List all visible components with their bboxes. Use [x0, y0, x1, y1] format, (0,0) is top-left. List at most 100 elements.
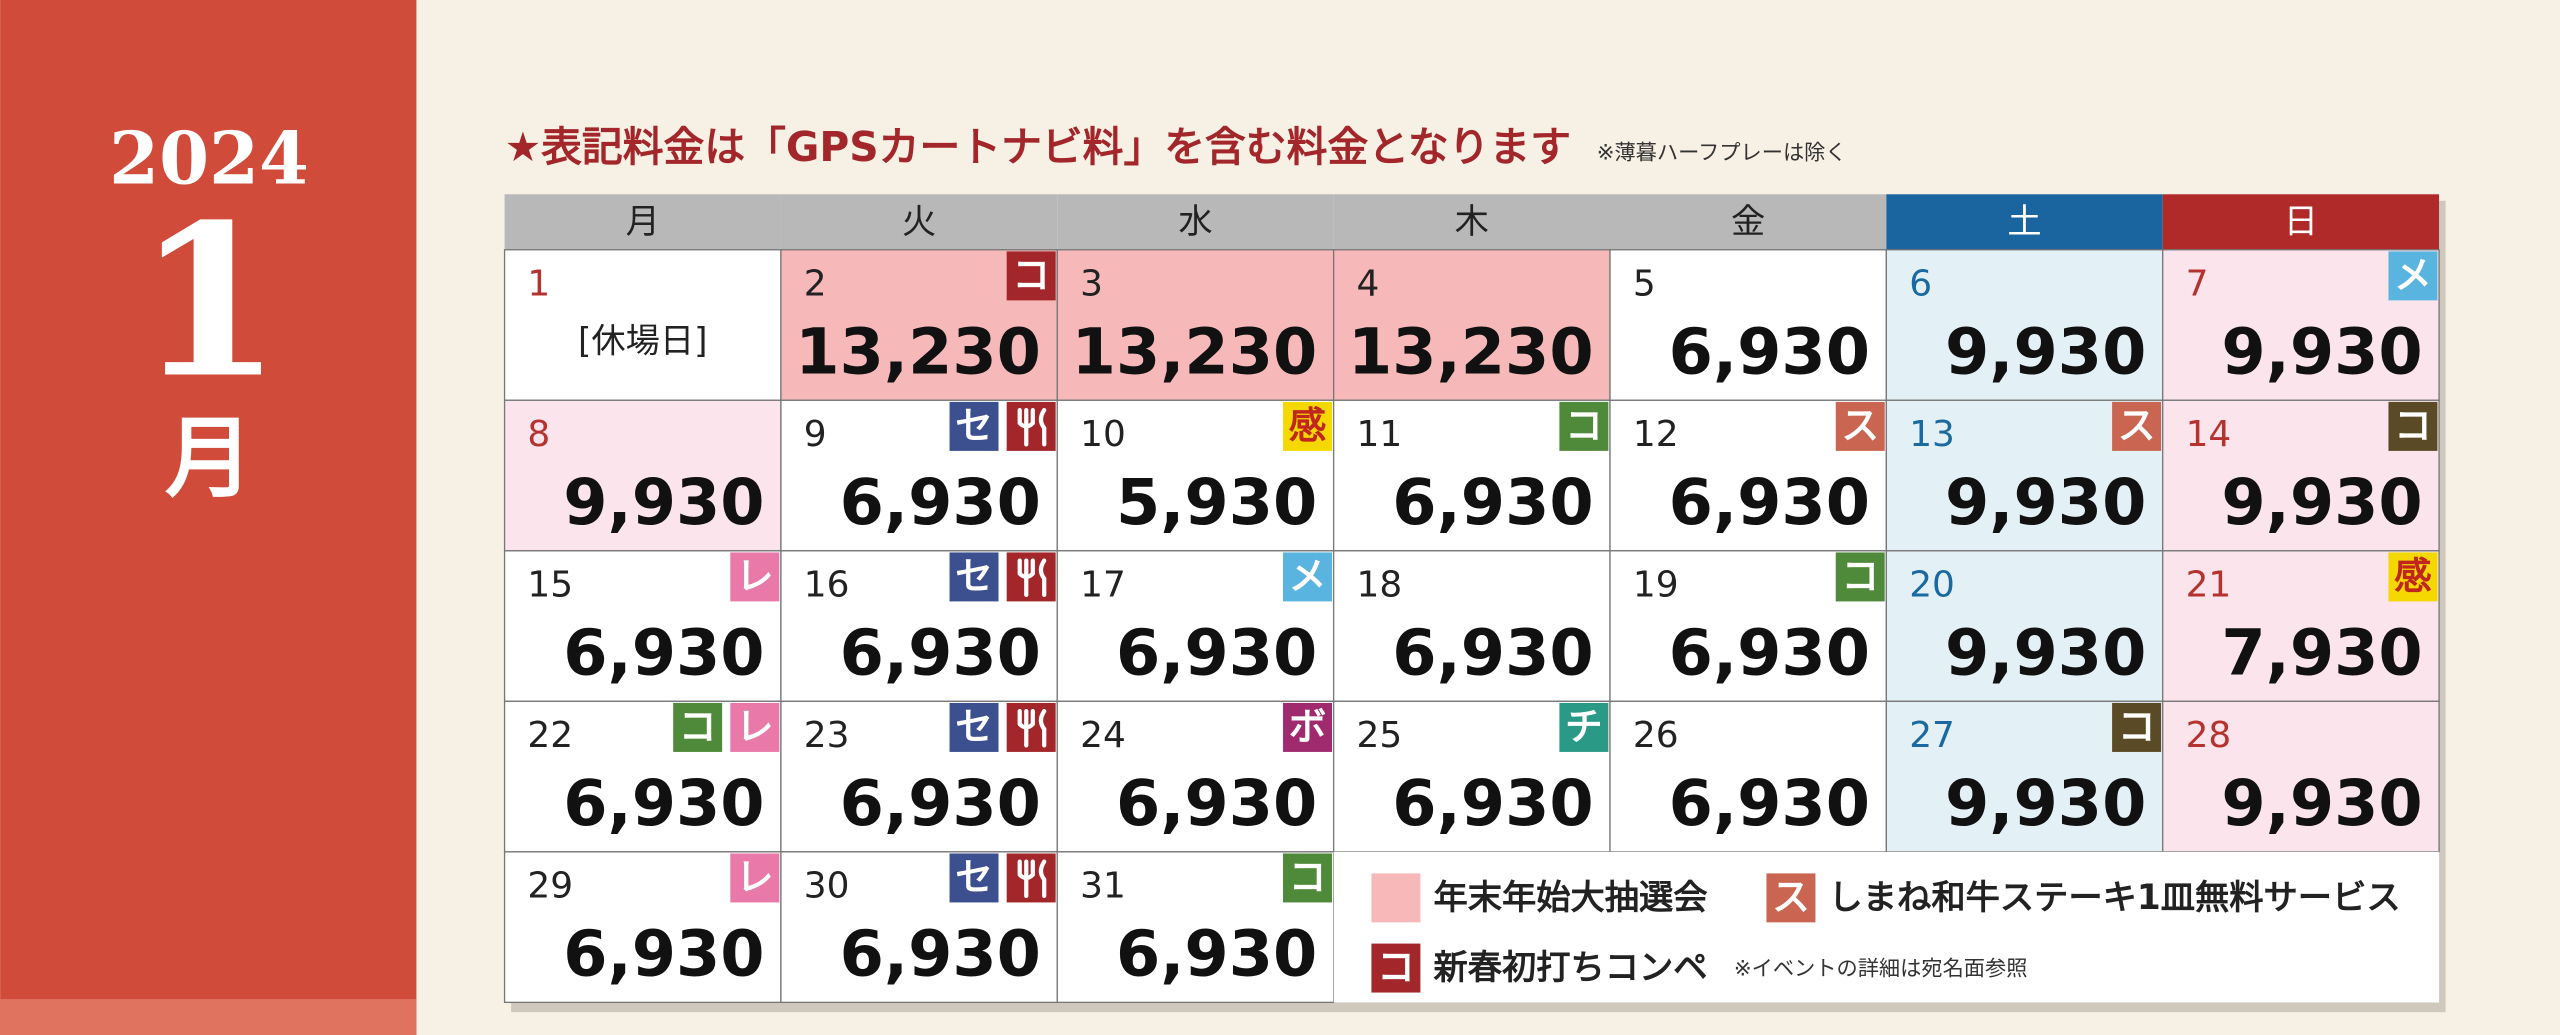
- legend-badge: ス: [1772, 875, 1810, 919]
- day-number: 27: [1909, 715, 1955, 756]
- weekday-label: 木: [1455, 202, 1489, 242]
- day-number: 10: [1080, 414, 1126, 455]
- event-badge-label: ス: [2118, 404, 2156, 448]
- event-badge-label: コ: [2394, 404, 2432, 448]
- legend-badge: コ: [1377, 945, 1415, 989]
- fork-icon: [1017, 708, 1047, 748]
- day-number: 16: [804, 565, 850, 606]
- weekday-header: [2162, 194, 2440, 250]
- day-number: 14: [2186, 414, 2232, 455]
- legend-label: 年末年始大抽選会: [1433, 878, 1708, 918]
- day-number: 29: [527, 866, 573, 907]
- day-number: 15: [527, 565, 573, 606]
- event-badge: [1283, 853, 1333, 903]
- day-number: 3: [1080, 264, 1103, 305]
- day-number: 12: [1633, 414, 1679, 455]
- price: 6,930: [1669, 466, 1870, 540]
- side-pattern: [0, 999, 417, 1035]
- knife: [1038, 859, 1047, 899]
- price: 9,930: [563, 466, 764, 540]
- event-badge-label: 感: [1289, 404, 1327, 448]
- price: 6,930: [1669, 767, 1870, 841]
- price: 9,930: [1945, 315, 2146, 389]
- weekday-label: 水: [1178, 202, 1212, 242]
- legend-swatch: [1766, 873, 1816, 923]
- event-badge: [1835, 552, 1885, 602]
- event-badge-label: レ: [736, 554, 774, 598]
- event-badge: [1835, 401, 1885, 451]
- day-number: 11: [1356, 414, 1402, 455]
- day-number: 13: [1909, 414, 1955, 455]
- price: 6,930: [1116, 918, 1317, 992]
- month: 1: [136, 179, 281, 424]
- calendar-grid: 月火水木金土日1[休場日]213,230コ 313,230413,23056,93…: [503, 194, 2440, 1004]
- price: 9,930: [1945, 466, 2146, 540]
- event-badge-label: セ: [955, 855, 993, 899]
- price: 6,930: [1392, 767, 1593, 841]
- event-badge: [1006, 251, 1056, 301]
- day-cell: [1332, 249, 1611, 401]
- fork: [1017, 407, 1035, 447]
- day-number: 4: [1356, 264, 1379, 305]
- day-number: 7: [2186, 264, 2209, 305]
- day-number: 20: [1909, 565, 1955, 606]
- day-number: 22: [527, 715, 573, 756]
- day-number: 25: [1356, 715, 1402, 756]
- month-suffix: 月: [165, 405, 253, 509]
- weekday-header: [1886, 194, 2163, 250]
- event-badge: [1283, 702, 1333, 752]
- event-badge-label: コ: [2118, 705, 2156, 749]
- event-badge-label: メ: [1289, 554, 1327, 598]
- legend-label: 新春初打ちコンペ: [1433, 948, 1707, 988]
- knife: [1038, 708, 1047, 748]
- day-cell: [1609, 700, 1888, 853]
- legend-swatch: [1371, 873, 1421, 923]
- event-badge: [2388, 251, 2438, 301]
- day-number: 26: [1633, 715, 1679, 756]
- price: 6,930: [563, 767, 764, 841]
- event-badge-label: レ: [736, 705, 774, 749]
- price: 6,930: [840, 918, 1041, 992]
- weekday-header: [780, 194, 1058, 250]
- event-badge: [2388, 552, 2438, 602]
- legend-note: ※イベントの詳細は宛名面参照: [1734, 957, 2028, 982]
- day-number: 28: [2186, 715, 2232, 756]
- price: 9,930: [2221, 315, 2422, 389]
- event-badge: [2112, 401, 2162, 451]
- year: 2024: [109, 116, 309, 200]
- price: 6,930: [840, 616, 1041, 690]
- legend-swatch: [1371, 943, 1421, 993]
- day-number: 31: [1080, 866, 1126, 907]
- knife: [1038, 558, 1047, 598]
- fork-icon: [1017, 859, 1047, 899]
- event-badge-label: レ: [736, 855, 774, 899]
- price: 6,930: [1392, 466, 1593, 540]
- event-badge-label: コ: [679, 705, 717, 749]
- event-badge-label: コ: [1841, 554, 1879, 598]
- event-badge: [949, 853, 999, 903]
- event-badge-label: セ: [955, 705, 993, 749]
- event-badge: [949, 552, 999, 602]
- event-badge: [2388, 401, 2438, 451]
- price: 7,930: [2221, 616, 2422, 690]
- weekday-label: 金: [1731, 202, 1765, 242]
- fork: [1017, 558, 1035, 598]
- day-number: 23: [804, 715, 850, 756]
- price: 13,230: [1348, 315, 1594, 389]
- event-badge-label: コ: [1012, 253, 1050, 297]
- day-number: 21: [2186, 565, 2232, 606]
- event-badge: [730, 552, 780, 602]
- day-number: 8: [527, 414, 550, 455]
- day-number: 17: [1080, 565, 1126, 606]
- fork-icon: [1017, 558, 1047, 598]
- event-badge: [949, 401, 999, 451]
- event-badge: [1283, 552, 1333, 602]
- price: 13,230: [795, 315, 1041, 389]
- day-number: 9: [804, 414, 827, 455]
- fork: [1017, 708, 1035, 748]
- day-cell: [1056, 249, 1335, 401]
- price: 6,930: [840, 767, 1041, 841]
- price: 6,930: [1116, 616, 1317, 690]
